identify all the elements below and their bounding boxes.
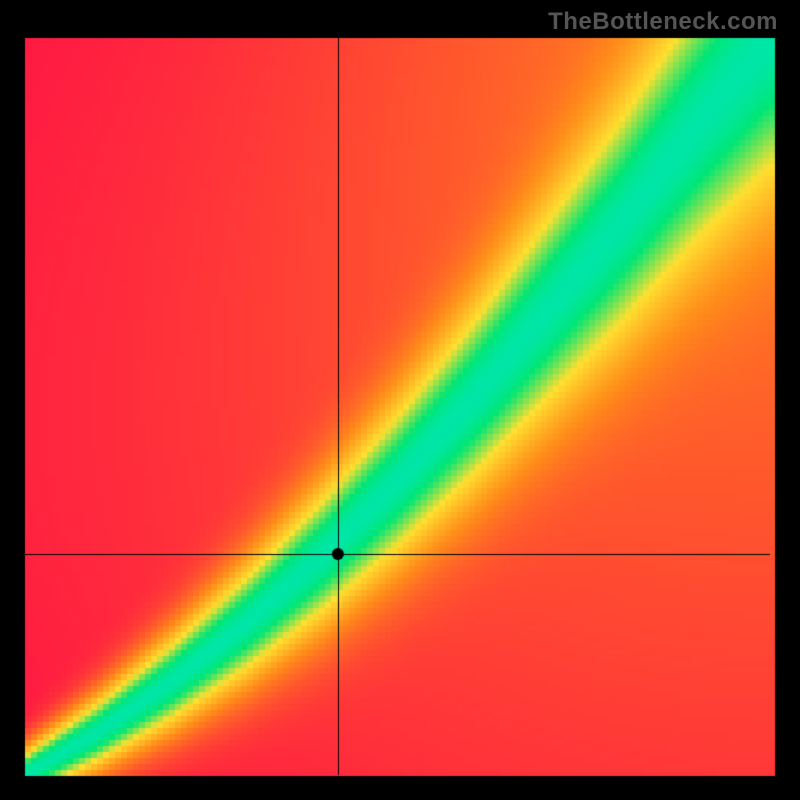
watermark-label: TheBottleneck.com (548, 8, 778, 36)
heatmap-canvas (0, 0, 800, 800)
chart-root: TheBottleneck.com (0, 0, 800, 800)
